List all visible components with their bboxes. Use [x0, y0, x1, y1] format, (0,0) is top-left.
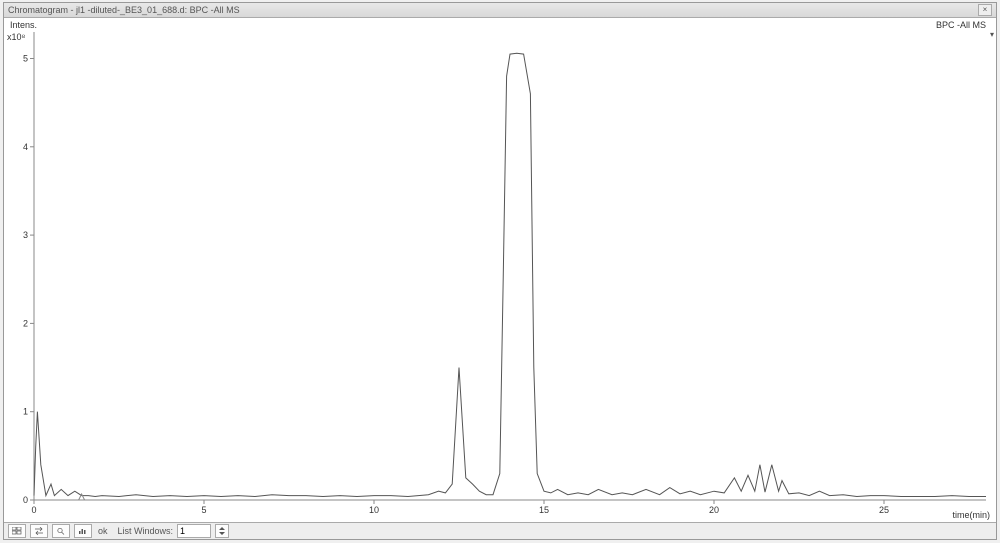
list-windows-label: List Windows:: [118, 526, 174, 536]
window-title: Chromatogram - jl1 -diluted-_BE3_01_688.…: [8, 3, 240, 17]
list-windows-input[interactable]: [177, 524, 211, 538]
svg-text:0: 0: [31, 505, 36, 515]
svg-text:10: 10: [369, 505, 379, 515]
plot-area[interactable]: Intens. x10⁸ BPC -All MS ▾ time(min) 051…: [4, 18, 996, 522]
close-icon: ×: [983, 3, 988, 17]
statusbar-chart-button[interactable]: [74, 524, 92, 538]
statusbar-ok-label: ok: [98, 526, 108, 536]
statusbar: ok List Windows:: [4, 522, 996, 539]
statusbar-grid-button[interactable]: [8, 524, 26, 538]
svg-text:4: 4: [23, 142, 28, 152]
titlebar: Chromatogram - jl1 -diluted-_BE3_01_688.…: [4, 3, 996, 18]
svg-text:0: 0: [23, 495, 28, 505]
chromatogram-window: Chromatogram - jl1 -diluted-_BE3_01_688.…: [3, 2, 997, 540]
statusbar-zoom-button[interactable]: [52, 524, 70, 538]
list-windows-stepper[interactable]: [215, 524, 229, 538]
svg-text:20: 20: [709, 505, 719, 515]
window-close-button[interactable]: ×: [978, 4, 992, 16]
svg-text:15: 15: [539, 505, 549, 515]
svg-text:2: 2: [23, 318, 28, 328]
svg-text:1: 1: [23, 407, 28, 417]
svg-text:3: 3: [23, 230, 28, 240]
svg-text:25: 25: [879, 505, 889, 515]
grid-icon: [12, 527, 22, 535]
svg-text:5: 5: [201, 505, 206, 515]
statusbar-swap-button[interactable]: [30, 524, 48, 538]
swap-icon: [34, 527, 44, 535]
chromatogram-plot-svg: 0 5 10 15 20 25 0 1 2 3 4 5: [4, 18, 996, 522]
chart-icon: [78, 527, 88, 535]
zoom-icon: [56, 527, 66, 535]
svg-text:5: 5: [23, 53, 28, 63]
stepper-icon: [218, 526, 226, 536]
